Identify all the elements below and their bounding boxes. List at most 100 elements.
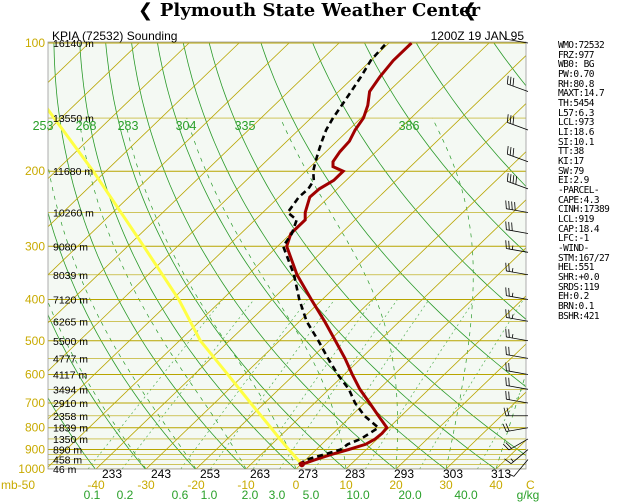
wind-barb-shaft (506, 354, 529, 359)
moist-adiabat (124, 117, 297, 469)
wind-barb-flag (504, 458, 512, 464)
wind-barb-flag (505, 362, 507, 371)
pressure-label: 900 (25, 443, 45, 457)
dry-adiabat (48, 211, 196, 469)
wind-barb-flag (508, 377, 510, 387)
wind-barb (505, 262, 529, 276)
wind-barb-flag (506, 472, 515, 477)
isotherm (48, 42, 490, 468)
stability-index: CINH:17389 (558, 204, 610, 216)
wind-barb-flag (514, 202, 516, 211)
stability-index: HEL:551 (558, 262, 594, 274)
sounding-title: KPIA (72532) Sounding (52, 29, 177, 43)
theta-label-top: 304 (176, 119, 197, 133)
wind-barb-flag (512, 116, 515, 125)
stability-index: MAXT:14.7 (558, 88, 605, 100)
dry-adiabat (131, 42, 396, 469)
wind-barb (505, 309, 529, 322)
pressure-label: 1000 (18, 462, 45, 476)
mixing-ratio-label: 2.0 (242, 488, 259, 502)
wind-barb-flag (512, 175, 515, 184)
wind-barb (505, 221, 529, 234)
theta-label-top: 386 (399, 119, 420, 133)
wind-barb (505, 328, 529, 342)
dry-adiabat (105, 42, 346, 469)
moist-adiabat (495, 372, 526, 469)
wind-barb-flag (505, 309, 507, 318)
wind-barb-flag (508, 263, 510, 272)
mixing-ratio-label: 3.0 (269, 488, 286, 502)
pressure-label: 300 (25, 239, 45, 253)
sounding-traces (48, 42, 413, 468)
height-label: 16140 m (53, 38, 94, 50)
pressure-label: 800 (25, 421, 45, 435)
wind-barb (506, 75, 529, 92)
wind-barb (506, 459, 529, 477)
stability-index: LCL:919 (558, 214, 594, 226)
wind-barb (505, 390, 529, 404)
wind-barb-flag (505, 221, 507, 230)
height-label: 458 m (53, 455, 82, 467)
wind-barb-shaft (506, 317, 529, 322)
dry-adiabat (79, 42, 296, 469)
wind-barb (506, 145, 529, 163)
wind-barb-shaft (508, 438, 529, 451)
wind-barb-half (511, 333, 514, 339)
pressure-label: 400 (25, 292, 45, 306)
theta-label-bottom: 273 (298, 467, 318, 481)
plot-frame (47, 41, 527, 470)
swirl-right-icon: ❮ (462, 0, 478, 21)
grid-lines (48, 42, 526, 469)
dry-adiabat (208, 42, 526, 457)
wind-barb-flag (505, 346, 507, 355)
mixing-ratio-line (87, 299, 224, 469)
temperature-tick-label: 10 (339, 478, 353, 492)
theta-label-top: 283 (118, 119, 139, 133)
wind-barb-shaft (513, 459, 529, 477)
height-label: 4117 m (53, 369, 87, 381)
theta-label-bottom: 283 (345, 467, 365, 481)
temperature-tick-label: -40 (87, 478, 105, 492)
wind-barb-flag (502, 423, 507, 432)
wind-barb-half (511, 245, 514, 250)
height-label: 6265 m (53, 316, 88, 328)
isotherm (245, 199, 526, 469)
isotherm (295, 247, 526, 469)
theta-label-top: 253 (33, 119, 54, 133)
pressure-label: 500 (25, 334, 45, 348)
wind-barb-flag (509, 174, 512, 183)
temperature-tick-label: -20 (187, 478, 205, 492)
wind-barb-shaft (506, 385, 529, 390)
wind-barb-shaft (506, 295, 529, 300)
isotherm (48, 42, 340, 324)
stability-index: BRN:0.1 (558, 301, 594, 313)
wind-barb-flag (508, 329, 510, 338)
pressure-label: 200 (25, 164, 45, 178)
stability-index: LFC:-1 (558, 233, 589, 245)
pressure-label: 600 (25, 367, 45, 381)
wind-barb-flag (511, 222, 513, 231)
mixing-ratio-label: 5.0 (303, 488, 320, 502)
dry-adiabat (364, 42, 526, 254)
stability-index: SHR:+0.0 (558, 272, 600, 284)
moist-adiabat (186, 117, 347, 469)
wind-barb-flag (508, 346, 510, 356)
stability-index: KI:17 (558, 156, 584, 168)
wind-barb-flag (505, 328, 507, 337)
theta-label-bottom: 313 (491, 467, 511, 481)
wind-barb-flag (512, 148, 515, 157)
wind-barb (506, 173, 529, 190)
stability-index: WB0: BG (558, 59, 594, 71)
temperature-tick-label: 20 (389, 478, 403, 492)
wind-barb (505, 346, 529, 359)
theta-label-bottom: 253 (200, 467, 220, 481)
isotherm (48, 42, 190, 180)
mixing-ratio-line (419, 299, 524, 469)
dry-adiabat (182, 42, 496, 469)
wind-barb-flag (505, 262, 507, 271)
stability-index: EI:2.9 (558, 175, 589, 187)
wind-barb (502, 423, 529, 432)
stability-index: PW:0.70 (558, 69, 594, 81)
isotherm (395, 343, 526, 469)
wind-barbs (502, 30, 529, 477)
